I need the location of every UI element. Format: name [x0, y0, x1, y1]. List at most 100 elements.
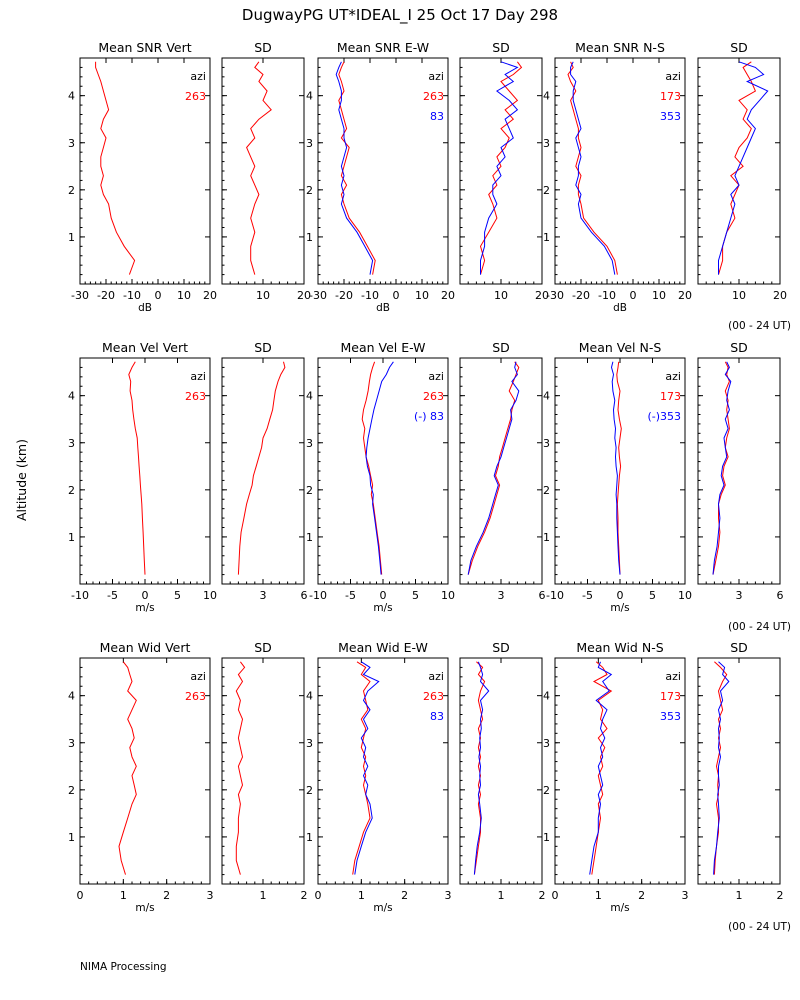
panel-2-5: Mean Vel N-S -10 -5 0 5 10 m/s 1 2 3 4 azi 173 (-)353 [543, 340, 692, 614]
series-line-2 [712, 361, 732, 575]
panel-2-2: SD 3 6 [221, 340, 308, 602]
y-tick-label: 4 [543, 390, 550, 403]
legend-title: azi [428, 70, 444, 83]
panel-title: Mean Wid Vert [100, 640, 191, 655]
panel-3-4: SD 1 2 [459, 640, 546, 902]
time-note-row-3: (00 - 24 UT) [728, 921, 791, 933]
y-tick-label: 2 [68, 784, 75, 797]
panel-title: SD [254, 340, 272, 355]
y-tick-label: 2 [306, 484, 313, 497]
x-tick-label: 0 [77, 889, 84, 902]
y-tick-label: 1 [543, 831, 550, 844]
series-line-1 [467, 361, 520, 575]
plot-frame [697, 657, 781, 885]
series-line-1 [712, 361, 730, 575]
y-tick-label: 2 [543, 184, 550, 197]
x-tick-label: 3 [445, 889, 452, 902]
series-line-2 [610, 361, 621, 575]
x-tick-label: 2 [539, 889, 546, 902]
legend-title: azi [665, 670, 681, 683]
x-tick-label: 10 [494, 289, 508, 302]
series-line-1 [361, 361, 383, 575]
series-line-1 [591, 661, 613, 875]
panel-1-1: Mean SNR Vert -30 -20 -10 0 10 20 dB 1 2 3 4 azi 263 [68, 40, 217, 314]
plot-frame [459, 657, 543, 885]
y-tick-label: 3 [543, 437, 550, 450]
x-tick-label: -20 [97, 289, 115, 302]
x-tick-label: 1 [260, 889, 267, 902]
series-line-1 [95, 61, 136, 275]
panel-3-1: Mean Wid Vert 0 1 2 3 m/s 1 2 3 4 azi 263 [68, 640, 214, 914]
plot-frame [459, 57, 543, 285]
series-line-1 [567, 61, 618, 275]
x-tick-label: -10 [546, 589, 564, 602]
y-tick-label: 2 [306, 784, 313, 797]
y-tick-label: 1 [68, 531, 75, 544]
x-tick-label: 3 [260, 589, 267, 602]
series-line-2 [354, 661, 380, 875]
plot-frame [221, 357, 305, 585]
legend-title: azi [665, 370, 681, 383]
x-tick-label: 2 [401, 889, 408, 902]
x-tick-label: -10 [71, 589, 89, 602]
y-tick-label: 1 [68, 831, 75, 844]
y-tick-label: 2 [68, 484, 75, 497]
x-tick-label: 10 [732, 289, 746, 302]
series-line-1 [718, 61, 757, 275]
x-tick-label: 1 [358, 889, 365, 902]
panel-title: Mean Vel E-W [340, 340, 425, 355]
legend-title: azi [190, 370, 206, 383]
legend-entry: 83 [430, 110, 444, 123]
x-tick-label: 20 [535, 289, 549, 302]
y-tick-label: 1 [68, 231, 75, 244]
legend-title: azi [428, 370, 444, 383]
legend-entry: 263 [185, 690, 206, 703]
plot-frame [697, 57, 781, 285]
x-tick-label: -10 [361, 289, 379, 302]
x-tick-label: -30 [71, 289, 89, 302]
x-tick-label: 2 [777, 889, 784, 902]
x-tick-label: 0 [155, 289, 162, 302]
x-unit-label: m/s [373, 602, 392, 614]
x-tick-label: 5 [412, 589, 419, 602]
x-tick-label: 6 [777, 589, 784, 602]
x-tick-label: 20 [773, 289, 787, 302]
y-tick-label: 2 [68, 184, 75, 197]
x-tick-label: 0 [552, 889, 559, 902]
series-line-1 [473, 661, 486, 875]
panel-1-2: SD 10 20 [221, 40, 311, 302]
x-tick-label: 3 [207, 889, 214, 902]
x-tick-label: -5 [107, 589, 118, 602]
x-tick-label: 20 [678, 289, 692, 302]
panel-1-4: SD 10 20 [459, 40, 549, 302]
x-unit-label: m/s [135, 902, 154, 914]
y-tick-label: 2 [543, 784, 550, 797]
y-tick-label: 2 [306, 184, 313, 197]
x-tick-label: 1 [498, 889, 505, 902]
series-line-1 [235, 661, 246, 875]
plot-frame [459, 357, 543, 585]
x-tick-label: -30 [546, 289, 564, 302]
legend-entry: 263 [423, 390, 444, 403]
y-tick-label: 1 [306, 531, 313, 544]
x-tick-label: 5 [649, 589, 656, 602]
x-tick-label: 20 [297, 289, 311, 302]
footer-note: NIMA Processing [80, 961, 167, 973]
x-tick-label: 10 [652, 289, 666, 302]
y-tick-label: 4 [543, 90, 550, 103]
panel-title: SD [730, 40, 748, 55]
panel-title: Mean Vel Vert [102, 340, 188, 355]
legend-entry: (-) 83 [414, 410, 444, 423]
x-tick-label: -5 [345, 589, 356, 602]
x-tick-label: -30 [309, 289, 327, 302]
series-line-1 [128, 361, 146, 575]
time-note-row-2: (00 - 24 UT) [728, 621, 791, 633]
x-tick-label: 5 [174, 589, 181, 602]
y-tick-label: 1 [543, 531, 550, 544]
panel-1-5: Mean SNR N-S -30 -20 -10 0 10 20 dB 1 2 3 4 azi 173 35… [543, 40, 692, 314]
x-tick-label: 10 [177, 289, 191, 302]
y-tick-label: 4 [306, 690, 313, 703]
x-tick-label: 10 [415, 289, 429, 302]
x-tick-label: -10 [123, 289, 141, 302]
x-tick-label: 10 [441, 589, 455, 602]
